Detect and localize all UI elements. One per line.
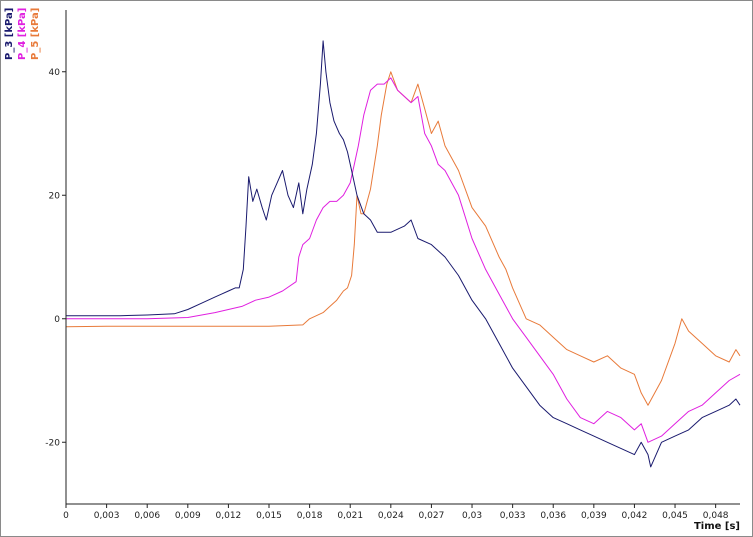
x-tick-label: 0,009 xyxy=(175,511,201,521)
x-tick-label: 0,003 xyxy=(94,511,120,521)
x-tick-label: 0,033 xyxy=(500,511,526,521)
x-tick-label: 0,045 xyxy=(662,511,688,521)
x-tick-label: 0,027 xyxy=(419,511,445,521)
x-tick-label: 0,018 xyxy=(297,511,323,521)
y-tick-label: -20 xyxy=(45,438,60,448)
x-axis-title: Time [s] xyxy=(694,521,740,532)
x-tick-label: 0,015 xyxy=(256,511,282,521)
x-tick-label: 0,042 xyxy=(622,511,648,521)
legend-label-5: P_5 [kPa] xyxy=(30,8,41,60)
x-tick-label: 0,006 xyxy=(134,511,160,521)
y-ticks: -20 0 20 40 xyxy=(45,68,66,448)
y-tick-label: 0 xyxy=(54,315,60,325)
x-tick-label: 0,024 xyxy=(378,511,404,521)
legend: P_3 [kPa] P_4 [kPa] P_5 [kPa] xyxy=(4,8,41,60)
x-ticks: 0 0,003 0,006 0,009 0,012 0,015 0,018 0,021 0,02… xyxy=(63,504,729,521)
legend-label-4: P_4 [kPa] xyxy=(17,8,28,60)
x-tick-label: 0,039 xyxy=(581,511,607,521)
y-tick-label: 40 xyxy=(49,68,61,78)
x-tick-label: 0 xyxy=(63,511,69,521)
series-line-3 xyxy=(66,40,741,468)
series-layer xyxy=(65,40,741,468)
x-tick-label: 0,036 xyxy=(540,511,566,521)
x-tick-label: 0,03 xyxy=(462,511,482,521)
y-tick-label: 20 xyxy=(49,191,61,201)
x-tick-label: 0,048 xyxy=(703,511,729,521)
series-line-5 xyxy=(65,71,741,406)
x-tick-label: 0,012 xyxy=(216,511,242,521)
x-tick-label: 0,021 xyxy=(337,511,363,521)
legend-label-3: P_3 [kPa] xyxy=(4,8,15,60)
series-line-4 xyxy=(66,77,741,443)
